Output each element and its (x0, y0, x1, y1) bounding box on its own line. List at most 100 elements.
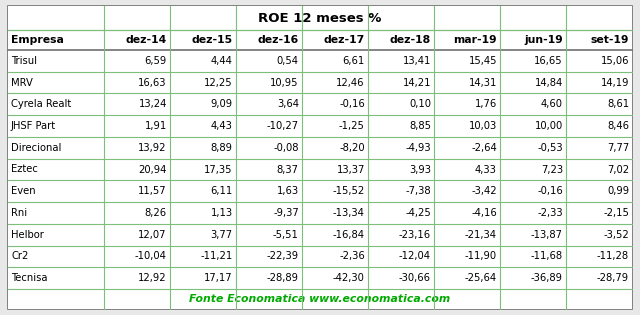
Text: dez-15: dez-15 (192, 35, 233, 45)
Text: -5,51: -5,51 (273, 230, 299, 240)
Text: Tecnisa: Tecnisa (11, 273, 47, 283)
Text: 4,44: 4,44 (211, 56, 233, 66)
Text: -0,53: -0,53 (538, 143, 563, 153)
Text: 4,43: 4,43 (211, 121, 233, 131)
Text: -28,89: -28,89 (267, 273, 299, 283)
Text: 3,77: 3,77 (211, 230, 233, 240)
Text: 1,13: 1,13 (211, 208, 233, 218)
Text: 17,35: 17,35 (204, 164, 233, 175)
Text: 7,23: 7,23 (541, 164, 563, 175)
Text: Helbor: Helbor (11, 230, 44, 240)
Text: -3,52: -3,52 (604, 230, 629, 240)
Text: ROE 12 meses %: ROE 12 meses % (259, 12, 381, 25)
Bar (8, 72, 632, 94)
Text: 3,64: 3,64 (277, 99, 299, 109)
Bar (8, 159, 632, 180)
Text: -28,79: -28,79 (597, 273, 629, 283)
Text: 0,54: 0,54 (277, 56, 299, 66)
Text: dez-16: dez-16 (257, 35, 299, 45)
Text: 9,09: 9,09 (211, 99, 233, 109)
Text: 8,46: 8,46 (607, 121, 629, 131)
Text: -11,28: -11,28 (597, 251, 629, 261)
Text: -9,37: -9,37 (273, 208, 299, 218)
Text: Even: Even (11, 186, 36, 196)
Text: -10,27: -10,27 (267, 121, 299, 131)
Text: 14,31: 14,31 (468, 77, 497, 88)
Text: -15,52: -15,52 (333, 186, 365, 196)
Text: 12,25: 12,25 (204, 77, 233, 88)
Text: 16,63: 16,63 (138, 77, 167, 88)
Text: set-19: set-19 (591, 35, 629, 45)
Text: MRV: MRV (11, 77, 33, 88)
Bar (8, 180, 632, 202)
Text: 16,65: 16,65 (534, 56, 563, 66)
Text: 8,89: 8,89 (211, 143, 233, 153)
Text: 11,57: 11,57 (138, 186, 167, 196)
Text: -30,66: -30,66 (399, 273, 431, 283)
Text: -11,21: -11,21 (200, 251, 233, 261)
Text: -3,42: -3,42 (471, 186, 497, 196)
Text: 17,17: 17,17 (204, 273, 233, 283)
Text: 12,07: 12,07 (138, 230, 167, 240)
Text: 4,33: 4,33 (475, 164, 497, 175)
Text: dez-18: dez-18 (390, 35, 431, 45)
Text: Empresa: Empresa (11, 35, 64, 45)
Text: -0,16: -0,16 (339, 99, 365, 109)
Text: 15,45: 15,45 (468, 56, 497, 66)
Text: 1,76: 1,76 (475, 99, 497, 109)
Text: Direcional: Direcional (11, 143, 61, 153)
Text: -4,25: -4,25 (405, 208, 431, 218)
Bar (8, 30, 632, 50)
Bar (8, 50, 632, 72)
Text: 13,92: 13,92 (138, 143, 167, 153)
Text: 6,61: 6,61 (342, 56, 365, 66)
Bar (8, 137, 632, 159)
Text: 14,84: 14,84 (534, 77, 563, 88)
Text: -2,33: -2,33 (538, 208, 563, 218)
Text: Eztec: Eztec (11, 164, 38, 175)
Text: Fonte Economatica www.economatica.com: Fonte Economatica www.economatica.com (189, 294, 451, 304)
Text: -23,16: -23,16 (399, 230, 431, 240)
Text: 6,11: 6,11 (211, 186, 233, 196)
Text: -7,38: -7,38 (405, 186, 431, 196)
Bar (8, 289, 632, 309)
Text: 8,85: 8,85 (409, 121, 431, 131)
Text: 10,00: 10,00 (534, 121, 563, 131)
Text: 12,92: 12,92 (138, 273, 167, 283)
Text: -42,30: -42,30 (333, 273, 365, 283)
Text: Cyrela Realt: Cyrela Realt (11, 99, 71, 109)
Text: 15,06: 15,06 (600, 56, 629, 66)
Text: 14,21: 14,21 (403, 77, 431, 88)
Text: 8,61: 8,61 (607, 99, 629, 109)
Text: -2,64: -2,64 (471, 143, 497, 153)
Text: -16,84: -16,84 (333, 230, 365, 240)
Text: 8,37: 8,37 (277, 164, 299, 175)
Text: -4,16: -4,16 (471, 208, 497, 218)
Bar (8, 6, 632, 30)
Text: -36,89: -36,89 (531, 273, 563, 283)
Bar (8, 202, 632, 224)
Text: mar-19: mar-19 (453, 35, 497, 45)
Text: 1,63: 1,63 (276, 186, 299, 196)
Text: Cr2: Cr2 (11, 251, 28, 261)
Bar (8, 94, 632, 115)
Text: -4,93: -4,93 (405, 143, 431, 153)
Bar (8, 115, 632, 137)
Text: jun-19: jun-19 (524, 35, 563, 45)
Text: -21,34: -21,34 (465, 230, 497, 240)
Text: -11,68: -11,68 (531, 251, 563, 261)
Text: 3,93: 3,93 (409, 164, 431, 175)
Text: -10,04: -10,04 (135, 251, 167, 261)
Text: 13,24: 13,24 (138, 99, 167, 109)
Text: 20,94: 20,94 (138, 164, 167, 175)
Text: -13,34: -13,34 (333, 208, 365, 218)
Bar (8, 224, 632, 246)
Text: 10,95: 10,95 (270, 77, 299, 88)
Bar (8, 246, 632, 267)
Text: JHSF Part: JHSF Part (11, 121, 56, 131)
Text: 12,46: 12,46 (337, 77, 365, 88)
Text: -0,08: -0,08 (273, 143, 299, 153)
Text: -2,36: -2,36 (339, 251, 365, 261)
Bar (8, 267, 632, 289)
Text: 0,99: 0,99 (607, 186, 629, 196)
